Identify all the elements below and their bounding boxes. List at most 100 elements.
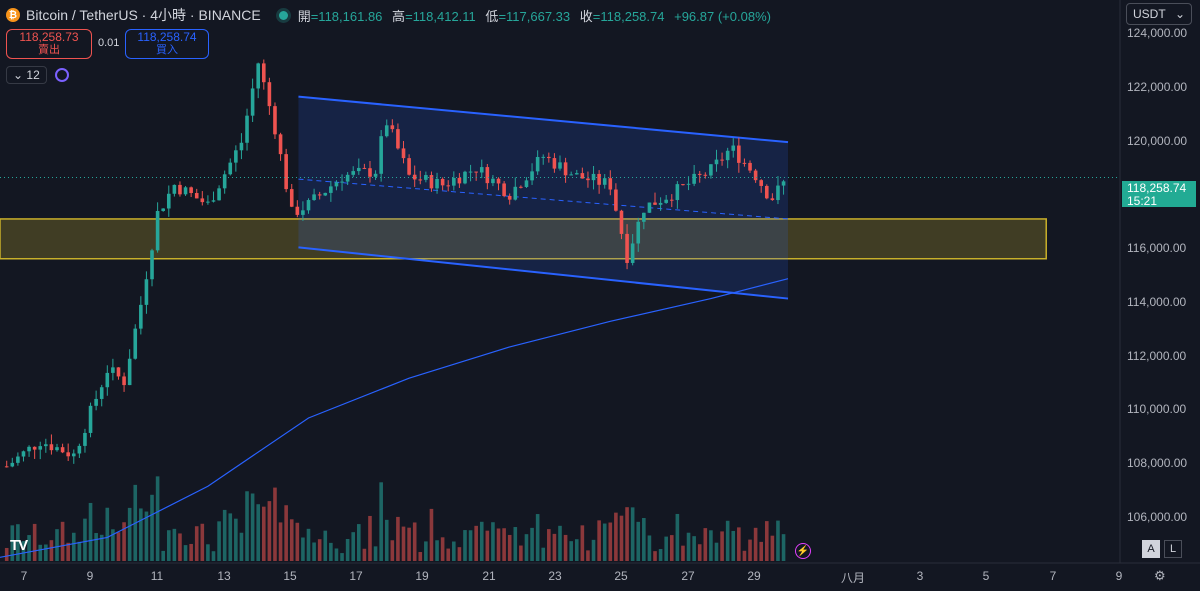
moving-average-line [0, 278, 789, 558]
volume-bar [10, 525, 15, 561]
volume-bar [295, 522, 300, 561]
market-open-icon [278, 10, 288, 20]
candle-body [351, 171, 356, 175]
volume-bar [194, 526, 199, 561]
sync-icon[interactable] [54, 68, 69, 82]
gear-icon[interactable]: ⚙ [1154, 568, 1166, 583]
candle-body [491, 178, 495, 184]
candle-body [781, 181, 786, 186]
buy-price: 118,258.74 [137, 30, 197, 44]
candle-body [591, 173, 596, 181]
candle-body [206, 201, 210, 203]
time-axis-label: 27 [681, 569, 695, 583]
candle-body [764, 185, 769, 199]
volume-bar [239, 532, 244, 561]
candle-body [535, 156, 540, 172]
ohlc-open-value: =118,161.86 [310, 8, 383, 24]
candle-body [139, 304, 143, 329]
volume-bar [770, 535, 775, 561]
candle-body [105, 372, 110, 388]
candle-body [4, 466, 9, 468]
volume-bar [457, 547, 462, 561]
volume-bar [139, 508, 143, 561]
descending-channel[interactable] [298, 95, 789, 300]
sell-button[interactable]: 118,258.73 賣出 [6, 29, 92, 59]
log-scale-button[interactable]: L [1164, 540, 1182, 558]
indicators-toggle[interactable]: ⌄ 12 [6, 66, 47, 84]
candle-body [401, 148, 406, 159]
support-zone[interactable] [0, 218, 1047, 260]
volume-bar [748, 539, 752, 561]
volume-bar [485, 530, 490, 561]
volume-bar [507, 534, 512, 561]
sell-label: 賣出 [38, 44, 60, 56]
volume-bar [27, 535, 31, 561]
candle-body [770, 198, 775, 201]
volume-bar [574, 539, 579, 561]
symbol-header[interactable]: ₿ Bitcoin / TetherUS · 4小時 · BINANCE 開=1… [6, 5, 777, 25]
volume-bar [625, 507, 629, 561]
volume-bar [206, 544, 210, 561]
current-price-tag: 118,258.74 15:21 [1122, 181, 1196, 208]
candle-body [692, 173, 696, 184]
candle-body [88, 405, 93, 433]
volume-bar [479, 521, 484, 561]
volume-bar [636, 521, 641, 561]
candle-body [150, 250, 154, 280]
candle-body [94, 398, 98, 406]
volume-bar [642, 518, 646, 561]
volume-bar [759, 541, 763, 561]
candle-body [485, 167, 490, 184]
price-axis-label: 116,000.00 [1127, 241, 1187, 255]
lightning-icon[interactable]: ⚡ [795, 543, 811, 559]
candle-body [658, 202, 663, 205]
candle-body [178, 184, 182, 195]
chevron-down-icon: ⌄ [1174, 7, 1185, 21]
candle-body [748, 162, 752, 171]
ohlc-open-label: 開 [297, 8, 311, 24]
volume-bar [412, 522, 417, 561]
volume-bar [781, 534, 786, 561]
volume-bar [569, 541, 573, 561]
support-zone-rect [0, 218, 1047, 260]
volume-bar [267, 501, 272, 561]
candle-body [301, 210, 305, 215]
candle-body [21, 451, 26, 457]
candle-body [602, 178, 607, 185]
candle-body [552, 158, 557, 169]
candle-body [245, 115, 249, 143]
channel-mid-line [298, 178, 789, 220]
channel-lower-line [298, 246, 789, 300]
candle-body [234, 150, 238, 163]
time-axis-label: 15 [283, 569, 297, 583]
volume-bar [16, 524, 20, 561]
candle-body [55, 447, 59, 451]
candle-body [435, 178, 439, 189]
symbol-title[interactable]: Bitcoin / TetherUS · 4小時 · BINANCE [26, 7, 261, 23]
volume-bars [4, 476, 786, 561]
candle-body [574, 173, 579, 175]
candle-body [306, 200, 311, 211]
candle-body [664, 199, 668, 203]
time-axis-label: 3 [916, 569, 924, 583]
tradingview-logo[interactable]: TV [10, 537, 28, 554]
volume-bar [647, 535, 652, 561]
candle-body [418, 179, 423, 181]
candle-body [457, 177, 462, 184]
candle-body [608, 178, 613, 190]
candle-body [384, 125, 389, 137]
ohlc-high-value: =118,412.11 [405, 8, 476, 24]
volume-bar [38, 544, 43, 561]
currency-select[interactable]: USDT ⌄ [1126, 3, 1192, 25]
auto-scale-button[interactable]: A [1142, 540, 1160, 558]
bitcoin-icon: ₿ [6, 8, 20, 22]
candle-body [742, 162, 747, 164]
volume-bar [55, 529, 59, 561]
ohlc-low-value: =117,667.33 [498, 8, 571, 24]
volume-bar [424, 541, 428, 561]
buy-button[interactable]: 118,258.74 買入 [125, 29, 209, 59]
candle-body [317, 194, 322, 196]
candle-body [289, 189, 294, 207]
price-axis-label: 114,000.00 [1127, 295, 1187, 309]
